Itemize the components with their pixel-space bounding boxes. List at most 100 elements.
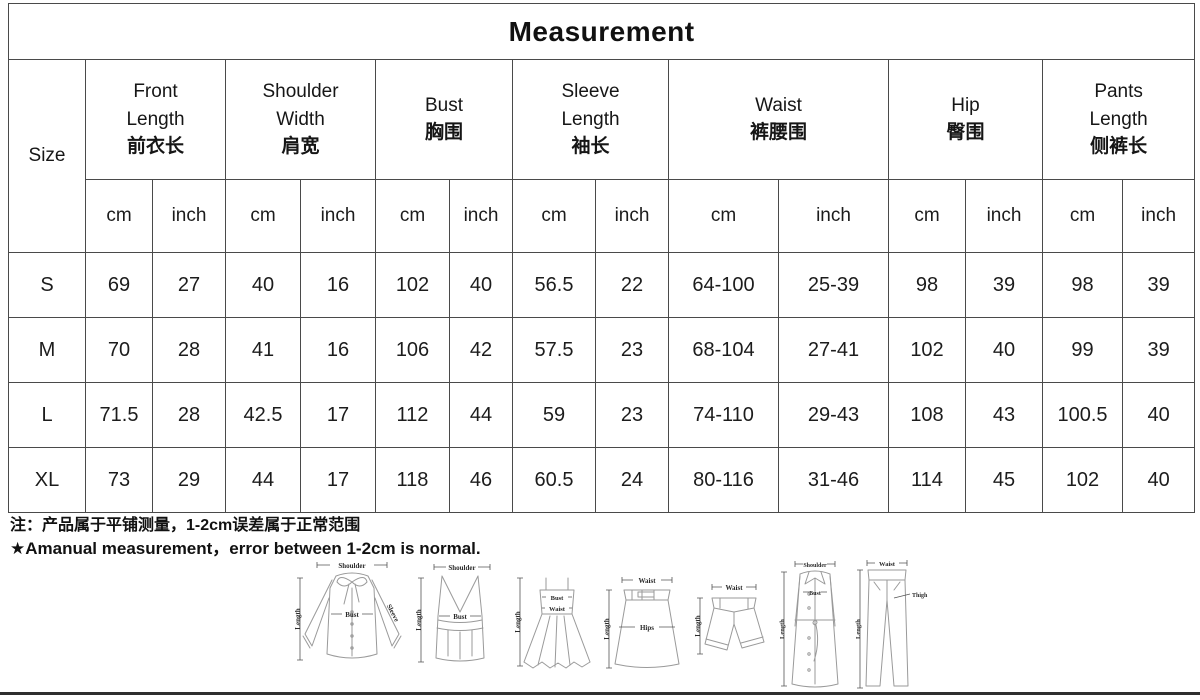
- value-cell: 44: [449, 382, 513, 448]
- value-cell: 39: [965, 252, 1043, 318]
- measurement-table: Measurement Size Front Length 前衣长 Should…: [7, 3, 1196, 513]
- col-header-shoulder-width: Shoulder Width 肩宽: [225, 59, 376, 180]
- value-cell: 64-100: [668, 252, 779, 318]
- diagram-skirt: Waist Length Hips: [603, 577, 680, 669]
- value-cell: 100.5: [1042, 382, 1123, 448]
- value-cell: 70: [85, 317, 153, 383]
- value-cell: 29: [152, 447, 226, 513]
- page-title: Measurement: [7, 3, 1196, 60]
- value-cell: 74-110: [668, 382, 779, 448]
- value-cell: 102: [888, 317, 966, 383]
- tank-shoulder-label: Shoulder: [448, 564, 475, 572]
- diagram-tank-top: Shoulder Length Bust: [415, 564, 491, 663]
- value-cell: 27: [152, 252, 226, 318]
- value-cell: 31-46: [778, 447, 889, 513]
- size-cell: S: [8, 252, 86, 318]
- value-cell: 40: [1121, 447, 1196, 513]
- value-cell: 99: [1042, 317, 1123, 383]
- value-cell: 73: [85, 447, 153, 513]
- value-cell: 24: [595, 447, 669, 513]
- size-cell: M: [8, 317, 86, 383]
- value-cell: 102: [375, 252, 450, 318]
- unit-inch: inch: [449, 179, 513, 253]
- tank-length-label: Length: [415, 609, 423, 631]
- photo-bottom-edge: [0, 692, 1200, 695]
- shorts-length-label: Length: [694, 615, 702, 637]
- value-cell: 22: [595, 252, 669, 318]
- diagram-blouse: Shoulder Length Bust Sleeve: [294, 562, 402, 661]
- unit-inch: inch: [965, 179, 1043, 253]
- blouse-shoulder-label: Shoulder: [338, 562, 365, 570]
- value-cell: 39: [1121, 317, 1196, 383]
- garment-measure-diagrams: Shoulder Length Bust Sleeve Shoulder Len…: [292, 556, 934, 696]
- diagram-cami-dress: Length Bust Waist: [514, 577, 591, 669]
- col-header-hip: Hip 臀围: [888, 59, 1043, 180]
- value-cell: 25-39: [778, 252, 889, 318]
- value-cell: 28: [152, 317, 226, 383]
- size-cell: L: [8, 382, 86, 448]
- blouse-sleeve-label: Sleeve: [385, 603, 401, 623]
- col-header-en: Front Length: [126, 81, 185, 130]
- tank-bust-label: Bust: [453, 613, 467, 621]
- coat-bust-label: Bust: [809, 591, 821, 597]
- coat-shoulder-label: Shoulder: [803, 563, 827, 569]
- value-cell: 23: [595, 382, 669, 448]
- note-chinese: 注：产品属于平铺测量，1-2cm误差属于正常范围: [10, 517, 361, 534]
- value-cell: 114: [888, 447, 966, 513]
- value-cell: 68-104: [668, 317, 779, 383]
- value-cell: 98: [1042, 252, 1123, 318]
- col-header-zh: 前衣长: [126, 136, 184, 158]
- value-cell: 40: [225, 252, 301, 318]
- col-header-zh: 袖长: [571, 136, 610, 158]
- col-header-zh: 胸围: [424, 122, 463, 144]
- unit-inch: inch: [152, 179, 226, 253]
- col-header-zh: 肩宽: [281, 136, 320, 158]
- unit-cm: cm: [888, 179, 966, 253]
- value-cell: 98: [888, 252, 966, 318]
- value-cell: 27-41: [778, 317, 889, 383]
- value-cell: 16: [300, 317, 376, 383]
- value-cell: 42.5: [225, 382, 301, 448]
- col-header-zh: 侧裤长: [1090, 136, 1148, 158]
- col-header-en: Bust: [424, 94, 464, 116]
- value-cell: 69: [85, 252, 153, 318]
- col-header-en: Waist: [755, 94, 802, 116]
- unit-inch: inch: [1121, 179, 1196, 253]
- unit-cm: cm: [225, 179, 301, 253]
- value-cell: 108: [888, 382, 966, 448]
- col-header-front-length: Front Length 前衣长: [85, 59, 226, 180]
- shorts-waist-label: Waist: [725, 584, 743, 592]
- value-cell: 112: [375, 382, 450, 448]
- unit-inch: inch: [778, 179, 889, 253]
- blouse-length-label: Length: [294, 608, 302, 630]
- cami-length-label: Length: [514, 611, 522, 633]
- diagram-trench-coat: Shoulder Length Bust: [779, 561, 839, 688]
- value-cell: 57.5: [512, 317, 596, 383]
- measurement-notes: 注：产品属于平铺测量，1-2cm误差属于正常范围 ★Amanual measur…: [10, 514, 481, 562]
- unit-inch: inch: [300, 179, 376, 253]
- unit-cm: cm: [1042, 179, 1123, 253]
- skirt-hips-label: Hips: [640, 624, 654, 632]
- diagram-pants: Waist Length Thigh: [855, 560, 928, 689]
- skirt-length-label: Length: [603, 618, 611, 640]
- col-header-en: Sleeve Length: [561, 81, 620, 130]
- value-cell: 56.5: [512, 252, 596, 318]
- value-cell: 45: [965, 447, 1043, 513]
- value-cell: 71.5: [85, 382, 153, 448]
- col-header-zh: 裤腰围: [749, 122, 807, 144]
- blouse-bust-label: Bust: [345, 611, 359, 619]
- col-header-en: Shoulder Width: [262, 81, 339, 130]
- value-cell: 43: [965, 382, 1043, 448]
- pants-thigh-label: Thigh: [912, 593, 928, 599]
- value-cell: 46: [449, 447, 513, 513]
- pants-waist-label: Waist: [879, 561, 896, 568]
- unit-cm: cm: [668, 179, 779, 253]
- cami-waist-label: Waist: [549, 606, 566, 613]
- table-row-s: S 69 27 40 16 102 40 56.5 22 64-100 25-3…: [8, 252, 1196, 318]
- diagram-shorts: Waist Length: [694, 584, 765, 655]
- value-cell: 60.5: [512, 447, 596, 513]
- value-cell: 17: [300, 382, 376, 448]
- value-cell: 17: [300, 447, 376, 513]
- unit-cm: cm: [375, 179, 450, 253]
- table-row-xl: XL 73 29 44 17 118 46 60.5 24 80-116 31-…: [8, 447, 1196, 513]
